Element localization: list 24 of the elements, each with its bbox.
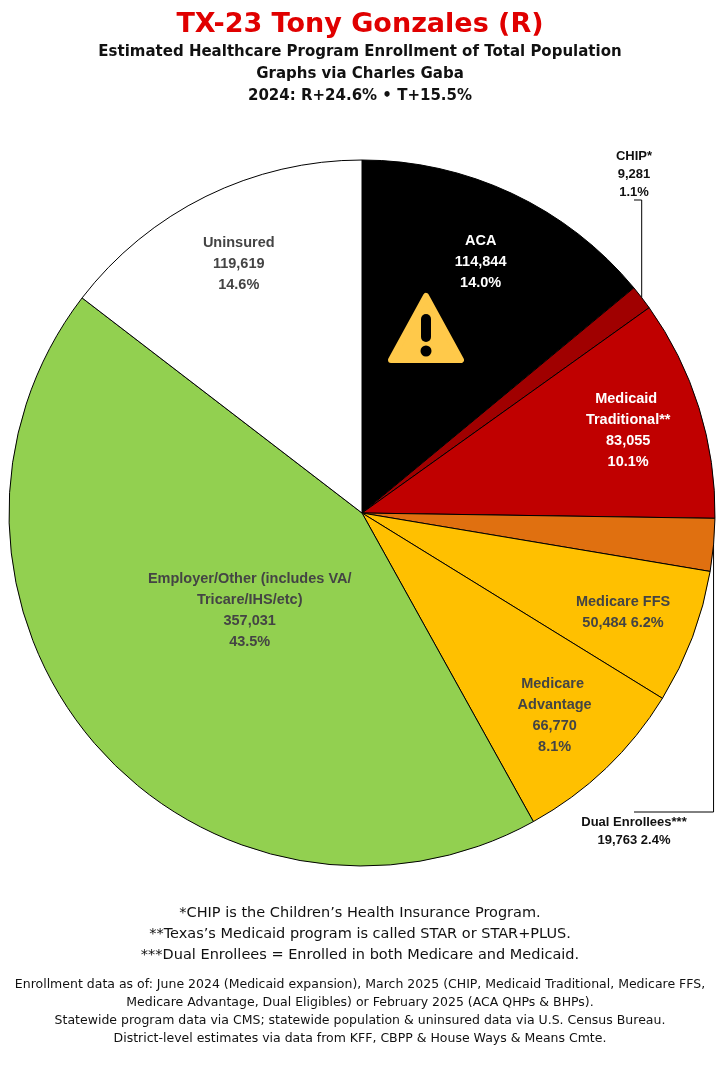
slice-label: Dual Enrollees*** xyxy=(581,813,688,829)
slice-label: ACA xyxy=(464,231,497,248)
slice-label: Medicare Advantage xyxy=(517,675,592,713)
data-label: 357,031 43.5% xyxy=(223,612,276,650)
data-label: 66,770 8.1% xyxy=(532,717,577,755)
data-label: 119,619 14.6% xyxy=(212,254,265,292)
text: ***Dual Enrollees = Enrolled in both Medicare and Medicaid. xyxy=(139,945,581,964)
slice-label: CHIP* xyxy=(615,147,653,163)
data-label: 114,844 14.0% xyxy=(454,252,507,290)
text: Enrollment data as of: June 2024 (Medicaid expansion), March 2025 (CHIP, Medicaid Traditional, Medicare FFS, Medicare Advantage, Dual Eligibles) or February 2025 (ACA QHPs & BHPs). xyxy=(13,975,707,1011)
text: **Texas’s Medicaid program is called STAR or STAR+PLUS. xyxy=(148,924,572,943)
text: *CHIP is the Children’s Health Insurance Program. xyxy=(178,903,542,922)
text: Statewide program data via CMS; statewide population & uninsured data via U.S. Census Bureau. xyxy=(53,1011,667,1029)
slice-label: Medicaid Traditional** xyxy=(585,390,671,428)
data-label: 50,484 6.2% xyxy=(582,613,664,630)
slice-label: Employer/Other (includes VA/Tricare/IHS/etc) xyxy=(147,570,352,608)
data-label: 19,763 2.4% xyxy=(597,831,671,847)
chart-subtitle: Estimated Healthcare Program Enrollment of Total Population Graphs via Charles Gaba 2024: R+24.6% • T+15.5% xyxy=(97,41,623,106)
text: District-level estimates via data from KFF, CBPP & House Ways & Means Cmte. xyxy=(112,1029,608,1047)
slice-label: Uninsured xyxy=(202,233,275,250)
chart-title: TX-23 Tony Gonzales (R) xyxy=(175,6,545,40)
slice-label: Medicare FFS xyxy=(575,592,671,609)
data-label: 9,281 1.1% xyxy=(617,165,651,199)
data-label: 83,055 10.1% xyxy=(606,432,651,470)
